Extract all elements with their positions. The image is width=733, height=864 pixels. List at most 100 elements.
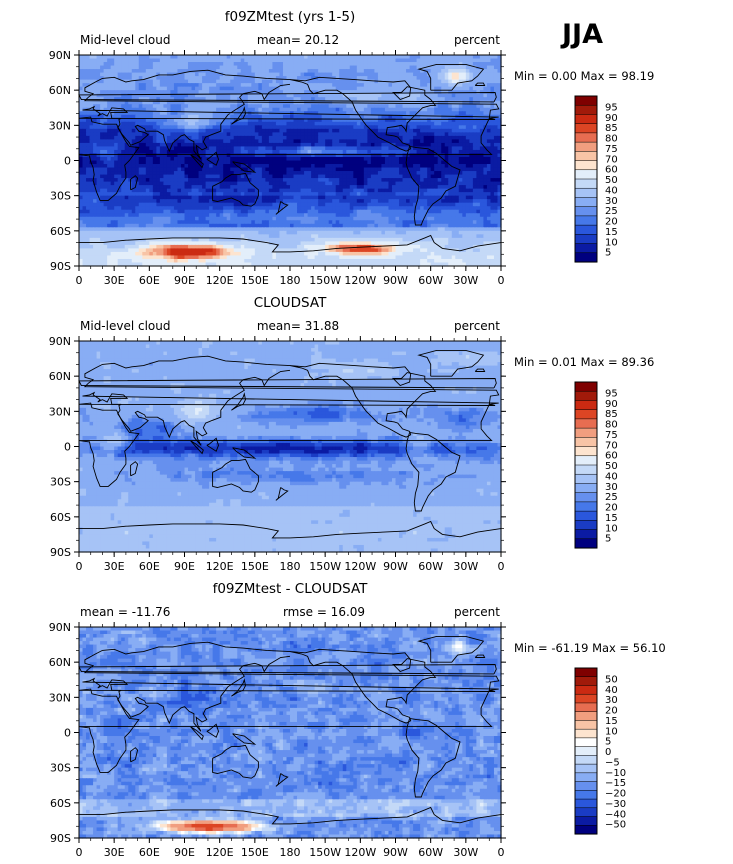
colorbar-label: 75: [605, 144, 618, 155]
lat-label: 60N: [49, 656, 71, 669]
colorbar-label: 70: [605, 440, 618, 451]
colorbar-box: [574, 215, 598, 226]
lon-label: 90W: [383, 846, 408, 859]
coastline: [231, 678, 246, 697]
lat-label: 90S: [50, 832, 71, 845]
lon-label: 90E: [174, 274, 195, 287]
coastline: [289, 520, 502, 539]
colorbar-label: 20: [605, 217, 618, 228]
lon-label: 150W: [309, 274, 341, 287]
colorbar-label: 20: [605, 503, 618, 514]
colorbar-label: −15: [605, 778, 626, 789]
coastline: [206, 723, 219, 738]
colorbar-label: 5: [605, 737, 611, 748]
panel-minmax-label: Min = 0.01 Max = 89.36: [514, 355, 654, 369]
lat-label: 30S: [50, 762, 71, 775]
coastline: [190, 726, 204, 741]
coastline: [83, 641, 500, 691]
lon-label: 60E: [139, 560, 160, 573]
coastline: [232, 447, 257, 459]
panel-minmax-label: Min = 0.00 Max = 98.19: [514, 69, 654, 83]
colorbar-label: 25: [605, 206, 618, 217]
coastline: [232, 733, 257, 745]
lon-label: 180: [280, 846, 301, 859]
colorbar-box: [574, 123, 598, 134]
colorbar-box: [574, 781, 598, 791]
lon-label: 60E: [139, 274, 160, 287]
colorbar-box: [574, 132, 598, 143]
lat-label: 60N: [49, 84, 71, 97]
colorbar-label: 40: [605, 185, 618, 196]
coastline: [212, 172, 259, 207]
colorbar-box: [574, 114, 598, 125]
colorbar-box: [574, 252, 598, 263]
lat-label: 90S: [50, 546, 71, 559]
lon-label: 120E: [206, 274, 234, 287]
colorbar-label: 50: [605, 175, 618, 186]
lat-label: 90N: [49, 49, 71, 62]
lon-label: 120E: [206, 560, 234, 573]
colorbar-box: [574, 520, 598, 531]
colorbar-label: 70: [605, 154, 618, 165]
coastline: [206, 437, 219, 452]
colorbar-box: [574, 418, 598, 429]
colorbar-box: [574, 529, 598, 540]
coastline: [275, 773, 289, 787]
lat-label: 0: [64, 727, 71, 740]
coastline: [212, 458, 259, 493]
coastline: [82, 655, 499, 732]
lon-label: 120W: [344, 560, 376, 573]
colorbar-box: [574, 711, 598, 721]
colorbar-label: 95: [605, 388, 618, 399]
lon-label: 30E: [104, 846, 125, 859]
colorbar-label: −10: [605, 768, 626, 779]
colorbar-box: [574, 816, 598, 826]
coastline: [130, 175, 139, 191]
coastline: [78, 378, 497, 389]
colorbar-label: 30: [605, 482, 618, 493]
coastlines: [78, 63, 502, 253]
lat-label: 30N: [49, 119, 71, 132]
lon-label: 60W: [418, 274, 443, 287]
coastline: [474, 654, 486, 658]
lon-label: 90E: [174, 560, 195, 573]
colorbar-box: [574, 187, 598, 198]
colorbar-label: 15: [605, 513, 618, 524]
colorbar-box: [574, 492, 598, 503]
coastline: [275, 487, 289, 501]
lat-label: 60S: [50, 225, 71, 238]
coastline: [474, 82, 486, 86]
colorbar-label: 5: [605, 248, 611, 259]
coastline: [417, 349, 485, 377]
panel-title: f09ZMtest - CLOUDSAT: [213, 581, 369, 597]
colorbar-box: [574, 501, 598, 512]
colorbar-label: 40: [605, 471, 618, 482]
panel-left-label: Mid-level cloud: [80, 33, 170, 47]
panel-mean-label: rmse = 16.09: [283, 605, 365, 619]
field-heatmap: [79, 55, 502, 267]
colorbar-frame: [574, 95, 598, 263]
coastline: [206, 151, 219, 166]
colorbar-label: 80: [605, 134, 618, 145]
colorbar-box: [574, 151, 598, 162]
lon-label: 150W: [309, 846, 341, 859]
coastline: [405, 717, 461, 798]
lon-label: 0: [498, 846, 505, 859]
panel-obs: CLOUDSAT Mid-level cloud mean= 31.88 percen…: [49, 295, 655, 573]
colorbar-box: [574, 234, 598, 245]
lon-label: 30W: [453, 274, 478, 287]
coastline: [78, 92, 497, 103]
colorbar-box: [574, 693, 598, 704]
colorbar-box: [574, 464, 598, 475]
colorbar-label: 30: [605, 196, 618, 207]
lon-label: 0: [498, 560, 505, 573]
colorbar-box: [574, 538, 598, 549]
coastline: [78, 116, 496, 201]
coastline: [82, 83, 499, 160]
coastline: [78, 664, 497, 675]
colorbar-box: [574, 763, 598, 774]
coastline: [232, 161, 257, 173]
coastline: [417, 63, 485, 91]
